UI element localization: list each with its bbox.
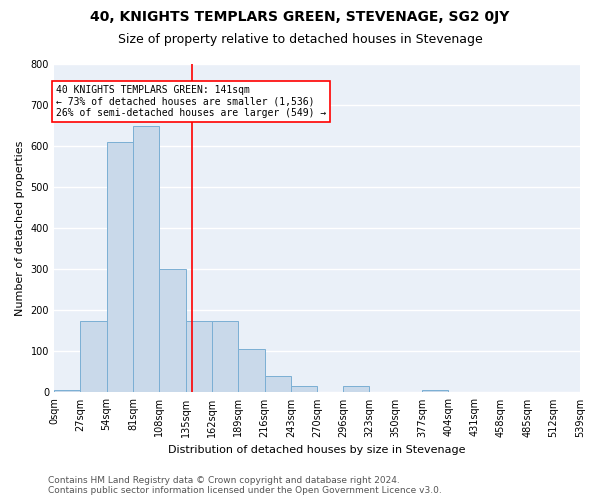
Bar [160, 270, 185, 392]
Bar [291, 386, 317, 392]
X-axis label: Distribution of detached houses by size in Stevenage: Distribution of detached houses by size … [168, 445, 466, 455]
Bar [107, 142, 133, 393]
Bar [80, 320, 107, 392]
Bar [343, 386, 369, 392]
Bar [212, 320, 238, 392]
Bar [54, 390, 80, 392]
Text: 40 KNIGHTS TEMPLARS GREEN: 141sqm
← 73% of detached houses are smaller (1,536)
2: 40 KNIGHTS TEMPLARS GREEN: 141sqm ← 73% … [56, 84, 326, 117]
Bar [133, 126, 160, 392]
Bar [265, 376, 291, 392]
Bar [238, 350, 265, 393]
Text: 40, KNIGHTS TEMPLARS GREEN, STEVENAGE, SG2 0JY: 40, KNIGHTS TEMPLARS GREEN, STEVENAGE, S… [91, 10, 509, 24]
Text: Contains HM Land Registry data © Crown copyright and database right 2024.
Contai: Contains HM Land Registry data © Crown c… [48, 476, 442, 495]
Y-axis label: Number of detached properties: Number of detached properties [15, 140, 25, 316]
Bar [185, 320, 212, 392]
Text: Size of property relative to detached houses in Stevenage: Size of property relative to detached ho… [118, 32, 482, 46]
Bar [422, 390, 448, 392]
